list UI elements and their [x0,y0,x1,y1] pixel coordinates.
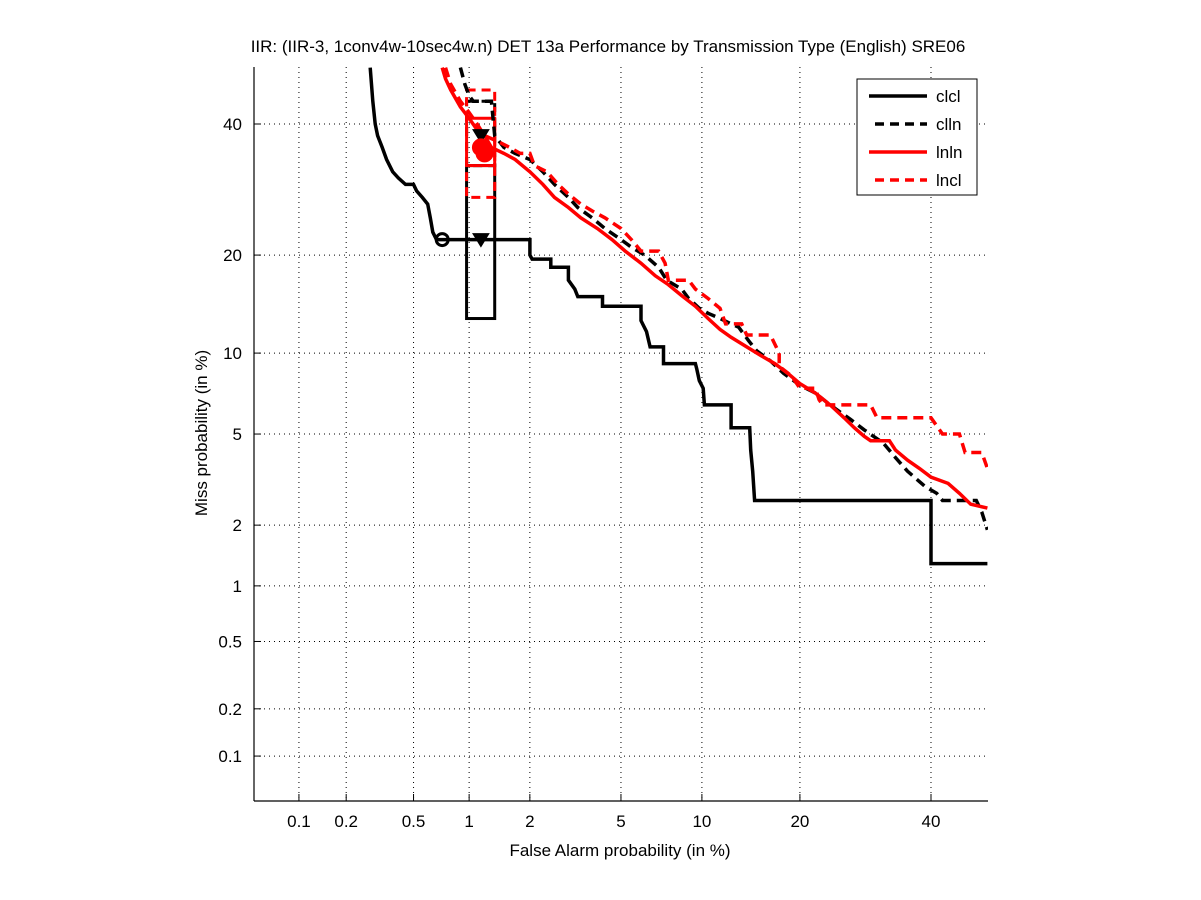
x-tick-label: 5 [616,812,625,831]
x-tick-label: 0.5 [402,812,426,831]
y-tick-label: 10 [223,344,242,363]
y-tick-label: 0.5 [218,632,242,651]
y-tick-label: 20 [223,246,242,265]
curve-lncl [443,67,988,469]
ticks: 0.1 0.2 0.5 1 2 5 10 20 40 0.1 0.2 0.5 1 2 5 10 20 40 [218,67,988,831]
y-tick-label: 5 [233,425,242,444]
legend: clcl clln lnln lncl [856,78,978,196]
legend-label-lncl: lncl [936,171,962,190]
chart-title: IIR: (IIR-3, 1conv4w-10sec4w.n) DET 13a … [251,37,966,56]
y-tick-label: 0.2 [218,700,242,719]
legend-box [856,78,978,196]
x-tick-label: 40 [922,812,941,831]
x-tick-label: 0.2 [334,812,358,831]
x-axis-label: False Alarm probability (in %) [509,841,730,860]
marker-triangle-clcl [472,233,490,248]
x-tick-label: 0.1 [287,812,311,831]
x-tick-label: 2 [525,812,534,831]
marker-filled-circle-lncl [475,144,494,163]
x-tick-label: 20 [790,812,809,831]
y-tick-label: 0.1 [218,747,242,766]
marker-circle-clcl [434,232,450,248]
legend-label-clcl: clcl [936,87,961,106]
curve-clcl [368,67,988,566]
x-tick-label: 10 [692,812,711,831]
y-tick-label: 40 [223,115,242,134]
y-axis-label: Miss probability (in %) [192,350,211,516]
marker-triangle-clln [472,129,490,144]
det-curves [368,67,988,566]
curve-lnln [440,67,988,510]
x-tick-label: 1 [464,812,473,831]
confidence-box-lncl [465,88,497,199]
legend-label-clln: clln [936,115,962,134]
legend-label-lnln: lnln [936,143,962,162]
y-tick-label: 1 [233,577,242,596]
y-tick-label: 2 [233,516,242,535]
